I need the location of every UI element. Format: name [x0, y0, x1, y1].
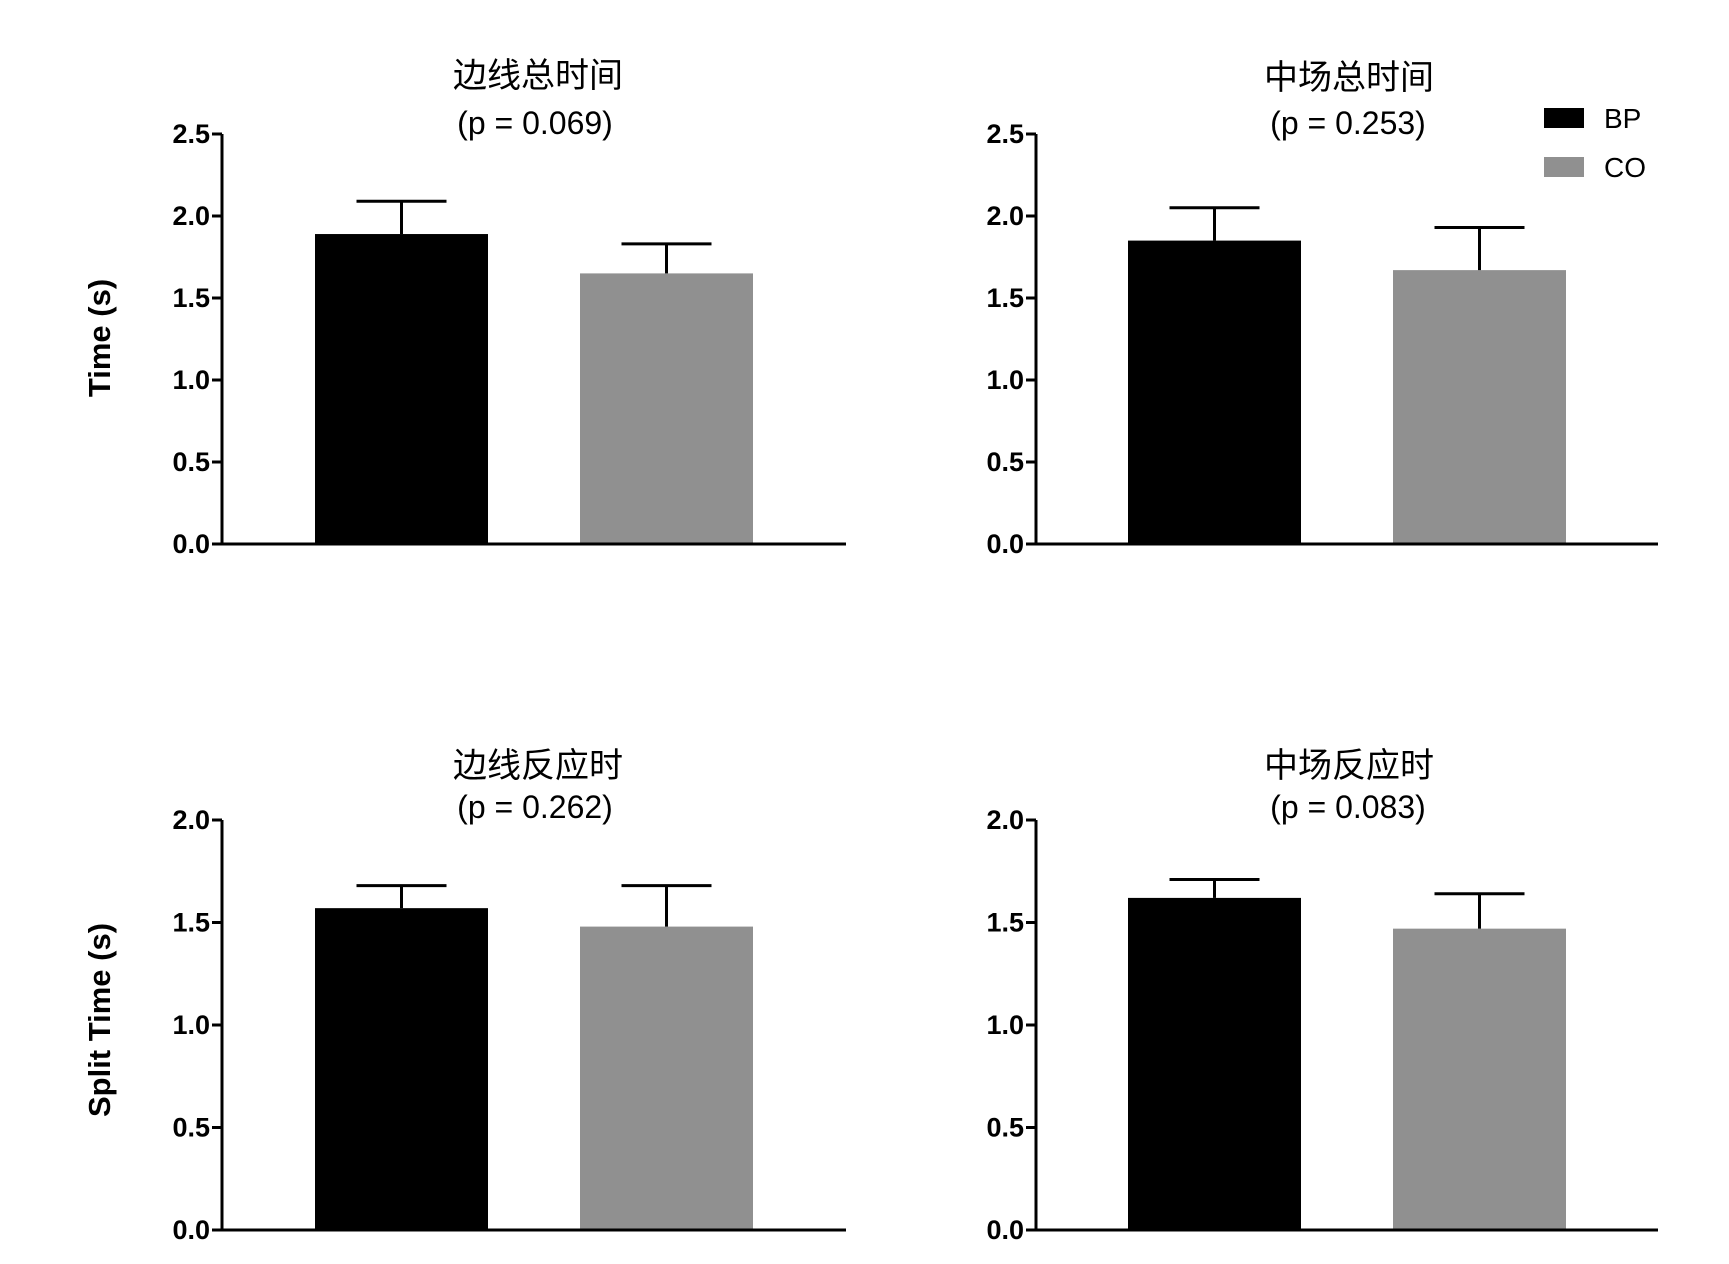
bar-co	[1393, 928, 1566, 1230]
panel-title: 边线反应时	[453, 746, 623, 786]
y-tick-label: 2.0	[172, 201, 210, 231]
panel-title: 中场总时间	[1264, 58, 1434, 98]
bar-co	[1393, 270, 1566, 544]
plot-area: 0.0 0.5 1.0 1.5 2.0	[986, 805, 1658, 1245]
panel-title: 边线总时间	[453, 56, 623, 96]
y-tick-label: 1.5	[172, 283, 210, 313]
panel-title: 中场反应时	[1264, 746, 1434, 786]
panel-midcourt-reaction-time: 中场反应时 (p = 0.083) 0.0 0.5 1.0 1.5 2.0	[986, 746, 1658, 1245]
legend-swatch-co	[1544, 157, 1584, 177]
plot-area: 0.0 0.5 1.0 1.5 2.0	[172, 805, 846, 1245]
y-tick-label: 0.0	[172, 1215, 210, 1245]
panel-subtitle: (p = 0.262)	[457, 789, 613, 825]
legend-label-co: CO	[1604, 152, 1646, 183]
y-tick-label: 1.0	[172, 365, 210, 395]
plot-area: 0.0 0.5 1.0 1.5 2.0 2.5	[172, 119, 846, 559]
y-tick-label: 0.0	[986, 1215, 1024, 1245]
y-tick-label: 1.0	[172, 1010, 210, 1040]
bar-bp	[1128, 240, 1301, 544]
plot-area: 0.0 0.5 1.0 1.5 2.0 2.5	[986, 119, 1658, 559]
panel-subtitle: (p = 0.083)	[1270, 789, 1426, 825]
bar-co	[580, 273, 753, 544]
y-axis-label: Time (s)	[82, 279, 117, 397]
legend: BP CO	[1544, 103, 1646, 183]
panel-subtitle: (p = 0.069)	[457, 105, 613, 141]
panel-sideline-total-time: 边线总时间 (p = 0.069) Time (s) 0.0 0.5 1.0 1.5 2…	[82, 56, 846, 559]
panel-subtitle: (p = 0.253)	[1270, 105, 1426, 141]
y-axis-label: Split Time (s)	[82, 923, 117, 1117]
y-tick-label: 1.0	[986, 1010, 1024, 1040]
y-tick-label: 1.5	[986, 283, 1024, 313]
y-tick-label: 0.5	[172, 447, 210, 477]
legend-swatch-bp	[1544, 108, 1584, 128]
y-tick-label: 1.5	[172, 908, 210, 938]
y-tick-label: 0.0	[986, 529, 1024, 559]
y-tick-label: 2.5	[172, 119, 210, 149]
y-tick-label: 0.5	[986, 447, 1024, 477]
y-tick-label: 0.0	[172, 529, 210, 559]
bar-bp	[315, 234, 488, 545]
y-tick-label: 0.5	[986, 1113, 1024, 1143]
panel-midcourt-total-time: 中场总时间 (p = 0.253) 0.0 0.5 1.0 1.5 2.0 2.5	[986, 58, 1658, 559]
y-tick-label: 1.0	[986, 365, 1024, 395]
bar-bp	[315, 908, 488, 1230]
y-tick-label: 0.5	[172, 1113, 210, 1143]
legend-label-bp: BP	[1604, 103, 1641, 134]
bar-bp	[1128, 897, 1301, 1230]
y-tick-label: 2.0	[986, 805, 1024, 835]
y-tick-label: 2.0	[986, 201, 1024, 231]
y-tick-label: 2.5	[986, 119, 1024, 149]
y-tick-label: 2.0	[172, 805, 210, 835]
y-tick-label: 1.5	[986, 908, 1024, 938]
bar-co	[580, 926, 753, 1230]
panel-sideline-reaction-time: 边线反应时 (p = 0.262) Split Time (s) 0.0 0.5 1…	[82, 746, 846, 1245]
